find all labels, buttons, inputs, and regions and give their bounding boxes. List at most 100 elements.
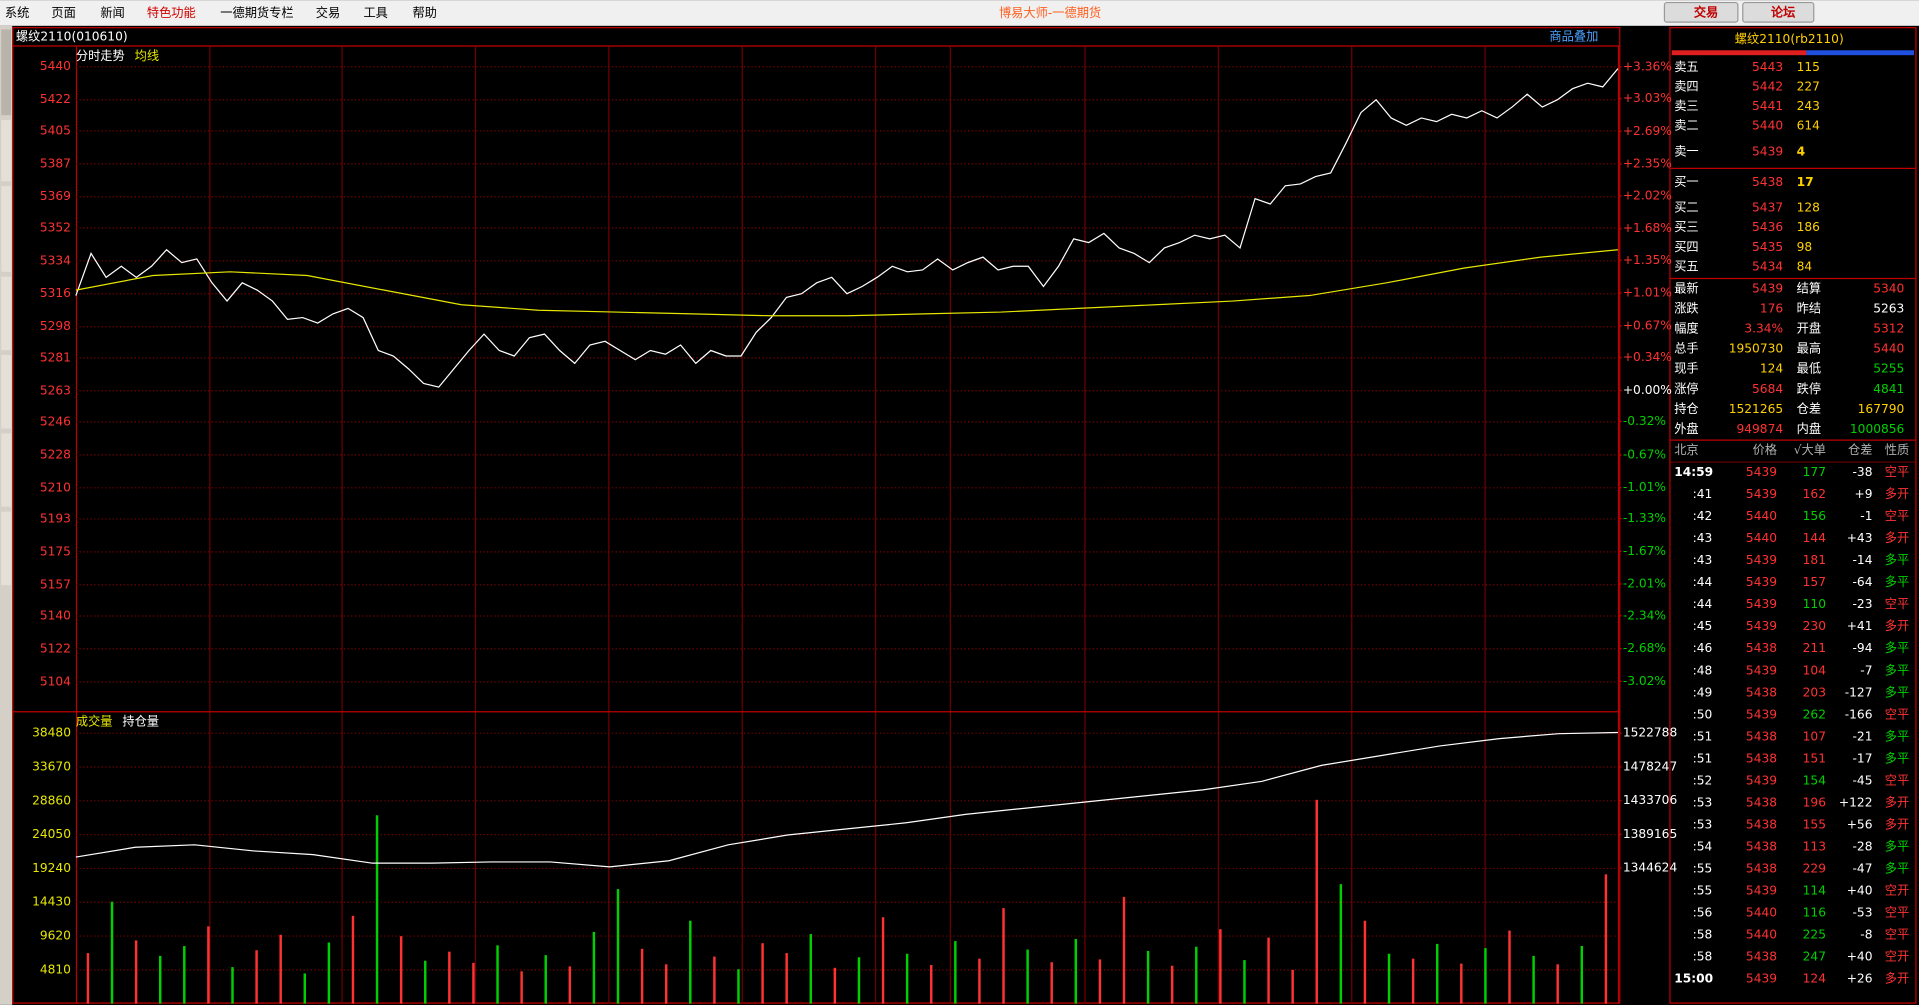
volume-bar [616,889,620,1004]
y2-tick-label: +0.34% [1623,350,1672,364]
side-tab[interactable] [1,120,12,182]
y2-tick-label: -1.33% [1623,511,1666,525]
tick-oi-change: -8 [1860,928,1872,942]
volume-bar [809,934,812,1004]
toolbar-button[interactable] [1663,1,1739,23]
level-volume: 98 [1797,240,1813,254]
volume-bar [1435,943,1439,1004]
stat-label: 最低 [1797,362,1821,376]
tick-price: 5439 [1746,465,1777,479]
y-tick-label: 5246 [40,414,71,428]
stat-value: 3.34% [1744,322,1783,336]
tick-header: 性质 [1885,443,1909,457]
tick-nature: 多平 [1885,575,1909,589]
tick-price: 5439 [1746,663,1777,677]
tick-volume: 247 [1803,950,1826,964]
tick-nature: 空开 [1885,950,1909,964]
tick-price: 5439 [1746,553,1777,567]
level-price: 5440 [1752,119,1783,133]
tick-oi-change: -94 [1853,641,1873,655]
tick-volume: 156 [1803,509,1826,523]
volume-bar [1050,962,1053,1004]
y2-tick-label: -1.67% [1623,544,1666,558]
tick-volume: 196 [1803,795,1826,809]
y-tick-label: 5193 [40,511,71,525]
volume-bar [255,950,258,1004]
volume-bar [158,955,162,1004]
y2-tick-label: +2.35% [1623,157,1672,171]
tick-time: :50 [1693,707,1713,721]
y-tick-label: 5157 [40,577,71,591]
tick-oi-change: -28 [1853,840,1873,854]
menu-item[interactable]: 新闻 [100,5,124,20]
volume-bar [761,943,764,1004]
tick-price: 5439 [1746,773,1777,787]
menu-item[interactable]: 页面 [51,6,75,20]
y-tick-label: 24050 [32,827,71,841]
volume-bar [1074,939,1078,1004]
toolbar-button[interactable] [1742,1,1815,23]
y2-tick-label: 1344624 [1623,861,1678,875]
window-title: 博易大师-一德期货 [999,5,1101,20]
y2-tick-label: 1522788 [1623,726,1677,740]
menu-item[interactable]: 帮助 [412,6,436,20]
volume-bar [110,901,114,1004]
volume-bar [86,953,90,1004]
side-tab[interactable] [1,355,12,429]
y2-tick-label: +1.68% [1623,221,1672,235]
toolbar-button-label[interactable]: 论坛 [1771,4,1796,19]
level-label: 卖四 [1674,80,1698,94]
volume-bar [1170,965,1174,1004]
tick-oi-change: -21 [1853,729,1873,743]
tick-time: :58 [1693,950,1713,964]
menu-item[interactable]: 工具 [363,6,387,20]
volume-bar [592,931,596,1004]
y-tick-label: 14430 [32,895,71,909]
tick-nature: 多开 [1885,817,1909,831]
tick-time: :51 [1693,729,1713,743]
stat-label: 幅度 [1674,321,1698,336]
side-tab[interactable] [1,433,12,507]
level-volume: 186 [1797,220,1820,234]
toolbar-button-label[interactable]: 交易 [1694,4,1718,19]
menu-item[interactable]: 交易 [316,5,340,20]
tick-oi-change: -17 [1853,751,1873,765]
level-volume: 227 [1797,80,1820,94]
volume-bar [1243,960,1246,1004]
level-price: 5437 [1752,201,1783,215]
tick-oi-change: -23 [1853,597,1873,611]
volume-bar [905,953,909,1004]
level-price: 5441 [1752,99,1783,113]
overlay-button[interactable]: 商品叠加 [1549,28,1598,43]
tick-price: 5438 [1746,862,1777,876]
menu-item[interactable]: 一德期货专栏 [220,5,293,20]
tick-volume: 116 [1803,906,1826,920]
tick-time: :51 [1693,751,1713,765]
volume-bar [1604,874,1608,1004]
y2-tick-label: -2.34% [1623,608,1666,622]
tick-header: 价格 [1753,442,1777,457]
menu-item[interactable]: 特色功能 [147,5,196,20]
tick-nature: 多平 [1885,663,1909,677]
side-tab[interactable] [1,186,12,272]
volume-bar [231,967,234,1004]
bid-ask-bar [1671,50,1807,56]
volume-bar [279,934,282,1004]
side-tab[interactable] [1,29,12,116]
stat-value: 176 [1760,302,1783,316]
tick-volume: 181 [1803,553,1826,567]
volume-bar [568,966,572,1004]
tick-oi-change: -47 [1853,862,1873,876]
tick-volume: 113 [1803,840,1826,854]
menu-item[interactable]: 系统 [5,6,29,20]
tick-nature: 多开 [1885,531,1909,545]
level-price: 5434 [1752,259,1783,273]
stat-label: 涨停 [1674,381,1698,396]
tick-volume: 124 [1803,972,1827,986]
side-tab[interactable] [1,511,12,586]
side-tab[interactable] [1,276,12,351]
tick-price: 5439 [1746,575,1777,589]
tick-time: :46 [1693,641,1713,655]
